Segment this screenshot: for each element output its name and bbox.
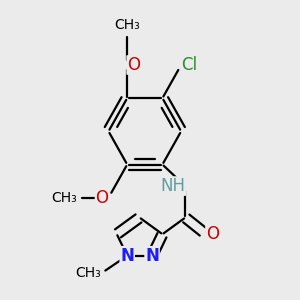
Text: CH₃: CH₃ <box>52 191 77 205</box>
Text: NH: NH <box>160 177 185 195</box>
Text: O: O <box>127 56 140 74</box>
Text: Cl: Cl <box>181 56 197 74</box>
Text: N: N <box>145 247 159 265</box>
Text: O: O <box>95 189 109 207</box>
Text: CH₃: CH₃ <box>76 266 101 280</box>
Text: CH₃: CH₃ <box>114 18 140 32</box>
Text: N: N <box>120 247 134 265</box>
Text: O: O <box>206 225 219 243</box>
